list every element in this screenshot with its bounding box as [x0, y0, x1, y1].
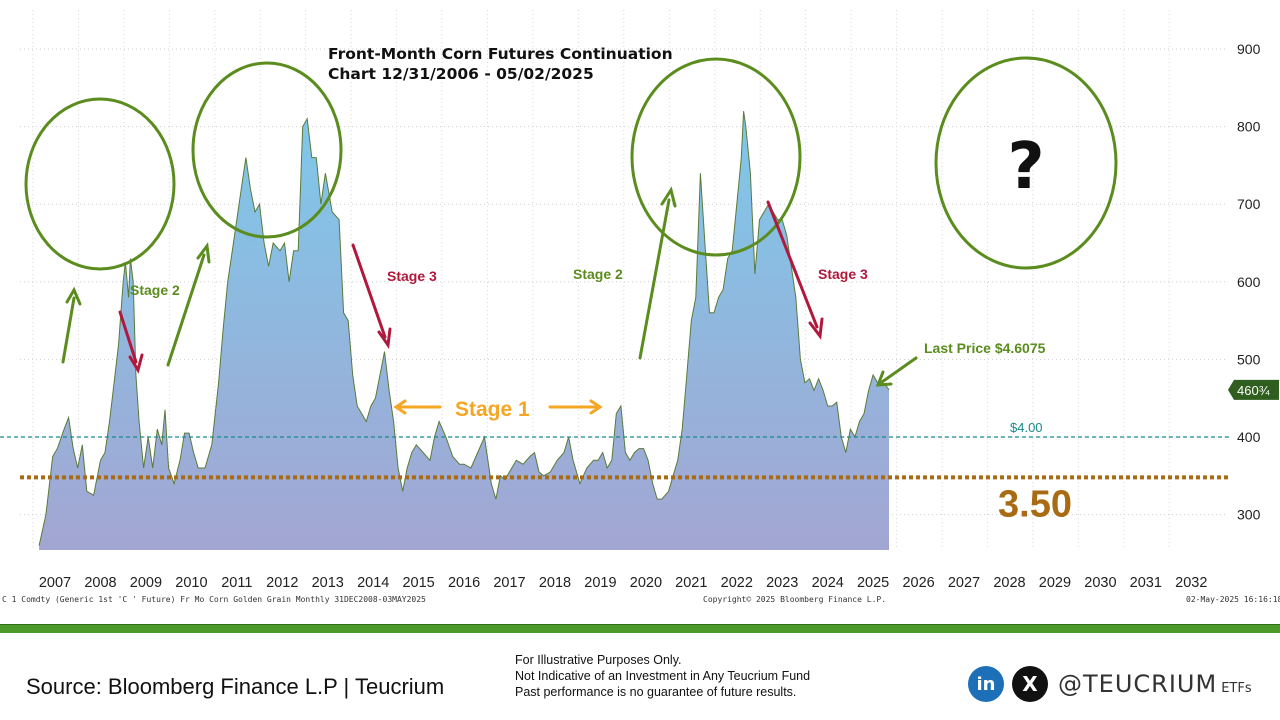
disclaimer-line-1: For Illustrative Purposes Only. — [515, 653, 682, 667]
x-tick-2007: 2007 — [39, 575, 71, 591]
x-tick-2026: 2026 — [902, 575, 934, 591]
x-tick-2027: 2027 — [948, 575, 980, 591]
chart-title-line2: Chart 12/31/2006 - 05/02/2025 — [328, 65, 594, 83]
x-tick-2012: 2012 — [266, 575, 298, 591]
last-price-badge: 460¾ — [1228, 379, 1279, 400]
chart-timestamp: 02-May-2025 16:16:18 — [1186, 595, 1280, 604]
x-tick-2008: 2008 — [84, 575, 116, 591]
price-area — [39, 111, 890, 550]
last-price-label: Last Price $4.6075 — [924, 340, 1046, 356]
x-tick-2022: 2022 — [721, 575, 753, 591]
stage1-arrowhead-right — [589, 399, 603, 415]
y-tick-900: 900 — [1237, 41, 1261, 57]
social-bar: in X @TEUCRIUM ETFs — [968, 664, 1252, 704]
stage1-label: Stage 1 — [455, 398, 530, 421]
stage3-arrowhead-2013 — [377, 327, 392, 350]
stage2-label-left: Stage 2 — [130, 282, 180, 298]
x-tick-2025: 2025 — [857, 575, 889, 591]
x-tick-2018: 2018 — [539, 575, 571, 591]
footer-divider — [0, 624, 1280, 633]
y-tick-500: 500 — [1237, 351, 1261, 367]
chart-title-line1: Front-Month Corn Futures Continuation — [328, 45, 673, 63]
stage3-label-right: Stage 3 — [818, 266, 868, 282]
x-tick-2015: 2015 — [402, 575, 434, 591]
linkedin-icon[interactable]: in — [968, 666, 1004, 702]
disclaimer: For Illustrative Purposes Only. Not Indi… — [515, 652, 810, 700]
reference-label-350: 3.50 — [998, 483, 1072, 525]
y-tick-400: 400 — [1237, 429, 1261, 445]
x-tick-2024: 2024 — [812, 575, 844, 591]
future-peak-circle — [934, 56, 1118, 270]
chart-copyright: Copyright© 2025 Bloomberg Finance L.P. — [703, 595, 886, 604]
x-tick-2017: 2017 — [493, 575, 525, 591]
x-tick-2016: 2016 — [448, 575, 480, 591]
chart-source-note: C 1 Comdty (Generic 1st 'C ' Future) Fr … — [2, 595, 426, 604]
x-tick-2011: 2011 — [221, 575, 252, 591]
y-tick-600: 600 — [1237, 274, 1261, 290]
x-tick-2020: 2020 — [630, 575, 662, 591]
x-tick-2032: 2032 — [1175, 575, 1207, 591]
stage2-arrowhead-2010 — [196, 242, 211, 264]
stage2-arrowhead-2020 — [660, 186, 677, 208]
stage3-arrow-2013 — [351, 243, 387, 339]
question-mark: ? — [1007, 130, 1044, 204]
stage3-arrowhead-2023 — [808, 317, 824, 340]
teucrium-handle[interactable]: @TEUCRIUM — [1058, 670, 1218, 698]
price-line — [38, 111, 890, 546]
x-tick-2029: 2029 — [1039, 575, 1071, 591]
x-axis: 2007 2008 2009 2010 2011 2012 2013 2014 2015 2016… — [39, 575, 1208, 591]
y-tick-800: 800 — [1237, 119, 1261, 135]
x-tick-2009: 2009 — [130, 575, 162, 591]
price-area-layer — [38, 111, 890, 550]
x-tick-2023: 2023 — [766, 575, 798, 591]
last-price-arrow — [880, 356, 918, 384]
y-tick-300: 300 — [1237, 507, 1261, 523]
disclaimer-line-3: Past performance is no guarantee of futu… — [515, 685, 797, 699]
stage3-arrowhead-2008 — [128, 353, 144, 374]
y-axis: 300 400 500 600 700 800 900 — [1237, 41, 1261, 523]
peak-circle-2022 — [630, 57, 802, 257]
y-tick-700: 700 — [1237, 196, 1261, 212]
peak-circle-2008 — [24, 97, 176, 271]
stage2-arrow-2020 — [638, 198, 671, 360]
last-price-badge-text: 460¾ — [1237, 383, 1270, 398]
stage2-arrow-2007 — [61, 296, 76, 364]
disclaimer-line-2: Not Indicative of an Investment in Any T… — [515, 669, 811, 683]
stage2-arrow-2010 — [166, 253, 206, 367]
reference-lines-layer — [0, 436, 1230, 480]
stage2-arrowhead-2007 — [65, 286, 82, 306]
stage2-label-right: Stage 2 — [573, 266, 623, 282]
stage3-arrow-2008 — [118, 310, 138, 364]
stage1-arrowhead-left — [393, 399, 407, 415]
x-tick-2014: 2014 — [357, 575, 389, 591]
x-tick-2031: 2031 — [1130, 575, 1162, 591]
reference-label-400: $4.00 — [1010, 420, 1043, 435]
x-tick-2030: 2030 — [1084, 575, 1116, 591]
x-tick-2010: 2010 — [175, 575, 207, 591]
peak-circle-2012 — [191, 61, 343, 239]
stage3-label-left: Stage 3 — [387, 268, 437, 284]
last-price-arrowhead — [875, 370, 893, 387]
x-tick-2021: 2021 — [675, 575, 707, 591]
etfs-label: ETFs — [1221, 680, 1252, 696]
stage3-arrow-2023 — [766, 200, 819, 329]
source-text: Source: Bloomberg Finance L.P | Teucrium — [26, 674, 445, 699]
x-tick-2028: 2028 — [993, 575, 1025, 591]
x-tick-2019: 2019 — [584, 575, 616, 591]
x-icon[interactable]: X — [1012, 666, 1048, 702]
x-tick-2013: 2013 — [312, 575, 344, 591]
